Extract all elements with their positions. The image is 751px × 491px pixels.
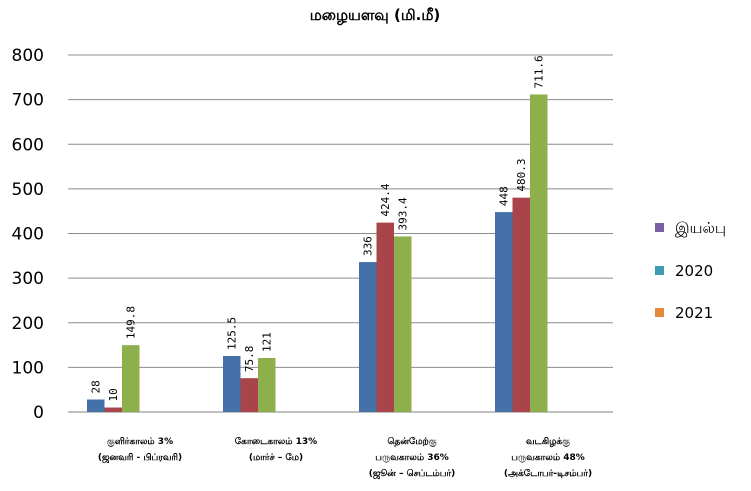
data-label: 336: [362, 236, 375, 256]
data-label: 149.8: [125, 306, 138, 339]
legend-swatch: [655, 266, 664, 275]
y-tick-label: 400: [12, 225, 44, 245]
y-axis-ticks: 0 100 200 300 400 500 600 700 800: [12, 46, 44, 423]
bar: [512, 197, 530, 412]
category-label: வடகிழக்கு: [526, 436, 570, 448]
data-label: 711.6: [533, 55, 546, 88]
bars: [87, 94, 548, 413]
bar: [223, 355, 241, 412]
bar: [122, 345, 140, 412]
data-label: 125.5: [226, 317, 239, 350]
data-label: 393.4: [397, 197, 410, 230]
y-tick-label: 500: [12, 180, 44, 200]
category-label: (மார்ச் – மே): [249, 452, 303, 463]
bar: [530, 94, 548, 413]
data-label: 480.3: [515, 159, 528, 192]
bar: [104, 407, 122, 412]
category-label: பருவகாலம் 48%: [511, 453, 585, 463]
data-label: 424.4: [379, 183, 392, 216]
y-tick-label: 200: [12, 314, 44, 334]
category-label: கோடைகாலம் 13%: [235, 436, 317, 447]
data-labels: 28 125.5 336 448 10 75.8 424.4 480.3 149.8 121 393…: [90, 55, 546, 401]
legend: இயல்பு 2020 2021: [655, 219, 726, 322]
category-label: (ஜனவரி - பிப்ரவரி): [98, 452, 182, 463]
legend-label: 2021: [675, 304, 713, 322]
bar: [495, 212, 513, 412]
category-label: (ஜூன் – செப்டம்பர்): [369, 468, 456, 479]
legend-swatch: [655, 308, 664, 317]
y-tick-label: 600: [12, 135, 44, 155]
data-label: 75.8: [243, 346, 256, 373]
data-label: 10: [107, 388, 120, 401]
category-labels: குளிர்காலம் 3% (ஜனவரி - பிப்ரவரி) கோடைகாலம…: [98, 436, 592, 479]
data-label: 121: [261, 332, 274, 352]
y-tick-label: 800: [12, 46, 44, 66]
legend-swatch: [655, 223, 664, 232]
chart-title: மழையளவு (மி.மீ): [310, 6, 441, 25]
legend-label: இயல்பு: [675, 219, 726, 237]
y-tick-label: 700: [12, 91, 44, 111]
y-tick-label: 100: [12, 358, 44, 378]
bar: [240, 378, 258, 412]
bar: [359, 262, 377, 412]
y-tick-label: 0: [33, 403, 44, 423]
legend-label: 2020: [675, 262, 713, 280]
category-label: தென்மேற்கு: [387, 436, 436, 448]
bar: [394, 236, 412, 412]
data-label: 28: [90, 380, 103, 393]
category-label: பருவகாலம் 36%: [375, 453, 449, 463]
bar: [258, 358, 276, 412]
y-tick-label: 300: [12, 269, 44, 289]
bar: [376, 222, 394, 412]
data-label: 448: [498, 186, 511, 206]
gridlines: [68, 54, 613, 413]
category-label: குளிர்காலம் 3%: [107, 436, 173, 448]
bar: [87, 399, 105, 412]
category-label: (அக்டோபர்-டிசம்பர்): [504, 468, 592, 479]
